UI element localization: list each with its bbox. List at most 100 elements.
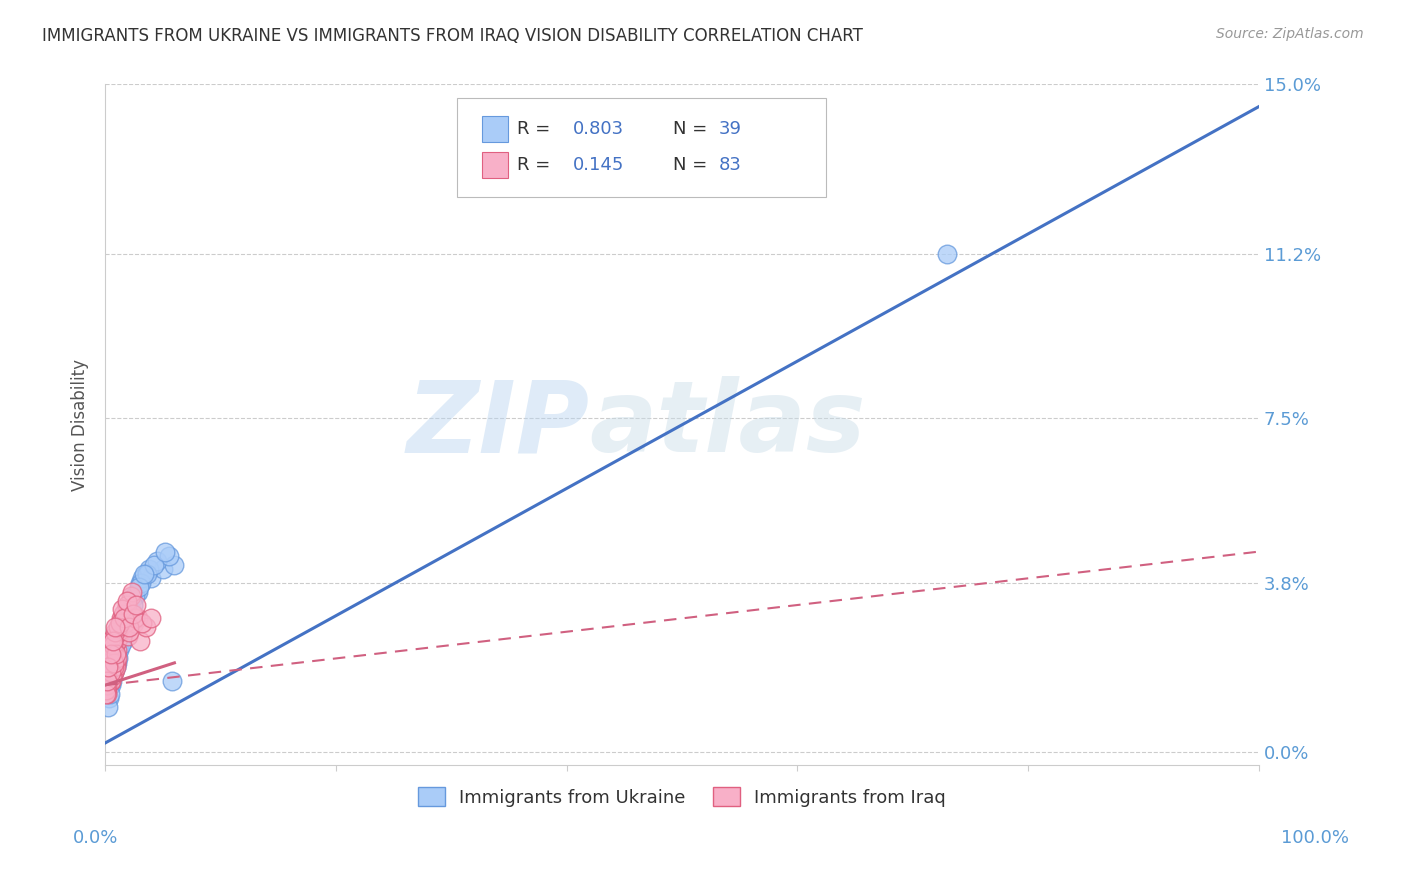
Point [96,656,118,670]
Point [124,611,146,625]
Point [101,673,124,688]
Point [100,673,122,688]
Point [120,589,142,603]
Point [105,633,128,648]
Text: 39: 39 [718,120,742,138]
Point [153,544,176,558]
Point [103,656,125,670]
Point [101,638,124,652]
Point [128,580,150,594]
Point [107,651,129,665]
Point [103,660,125,674]
Point [97,660,120,674]
Point [98,651,121,665]
Legend: Immigrants from Ukraine, Immigrants from Iraq: Immigrants from Ukraine, Immigrants from… [411,780,953,814]
Text: 0.145: 0.145 [572,156,624,174]
Point [127,584,149,599]
Point [97,656,120,670]
Point [101,633,124,648]
Point [115,598,138,612]
Point [104,633,127,648]
Point [107,620,129,634]
Point [110,638,132,652]
Point [115,620,138,634]
Point [98,647,121,661]
Point [121,584,143,599]
Point [120,602,142,616]
Point [118,620,141,634]
Point [108,615,131,630]
Text: IMMIGRANTS FROM UKRAINE VS IMMIGRANTS FROM IRAQ VISION DISABILITY CORRELATION CH: IMMIGRANTS FROM UKRAINE VS IMMIGRANTS FR… [42,27,863,45]
Point [134,566,156,581]
Point [107,624,129,639]
Point [110,611,132,625]
Point [98,633,121,648]
Text: ZIP: ZIP [406,376,589,474]
Point [122,598,145,612]
Point [96,687,118,701]
Point [104,624,127,639]
Point [108,620,131,634]
Point [101,642,124,657]
Point [117,629,139,643]
Point [128,575,150,590]
Point [105,642,128,657]
Point [104,656,127,670]
Y-axis label: Vision Disability: Vision Disability [72,359,89,491]
Point [160,673,183,688]
Point [127,611,149,625]
Point [111,633,134,648]
Point [118,607,141,621]
Point [104,620,127,634]
Point [100,678,122,692]
Point [104,660,127,674]
Text: R =: R = [517,156,562,174]
Point [117,611,139,625]
Point [97,656,120,670]
Point [131,571,153,585]
Point [122,615,145,630]
Point [112,611,135,625]
Point [115,593,138,607]
Point [101,651,124,665]
Point [96,682,118,697]
Point [135,620,157,634]
Point [100,647,122,661]
Text: 0.803: 0.803 [572,120,623,138]
Text: R =: R = [517,120,555,138]
Point [108,642,131,657]
Point [146,553,169,567]
Point [103,665,125,679]
Point [141,571,163,585]
Point [115,602,138,616]
Point [98,647,121,661]
Point [103,665,125,679]
Text: 100.0%: 100.0% [1281,829,1348,847]
Point [100,673,122,688]
Point [152,562,174,576]
Point [135,566,157,581]
Point [114,615,136,630]
Point [96,669,118,683]
Point [157,549,180,563]
Point [118,624,141,639]
Point [104,660,127,674]
Point [111,607,134,621]
Point [125,598,148,612]
Point [97,660,120,674]
Point [97,665,120,679]
Point [105,647,128,661]
Point [105,656,128,670]
Point [128,633,150,648]
Point [100,633,122,648]
Point [101,647,124,661]
Text: N =: N = [672,120,713,138]
Point [98,642,121,657]
Point [112,620,135,634]
Point [105,651,128,665]
Point [135,566,157,581]
Point [122,607,145,621]
Point [98,687,121,701]
Point [131,615,153,630]
Point [104,629,127,643]
